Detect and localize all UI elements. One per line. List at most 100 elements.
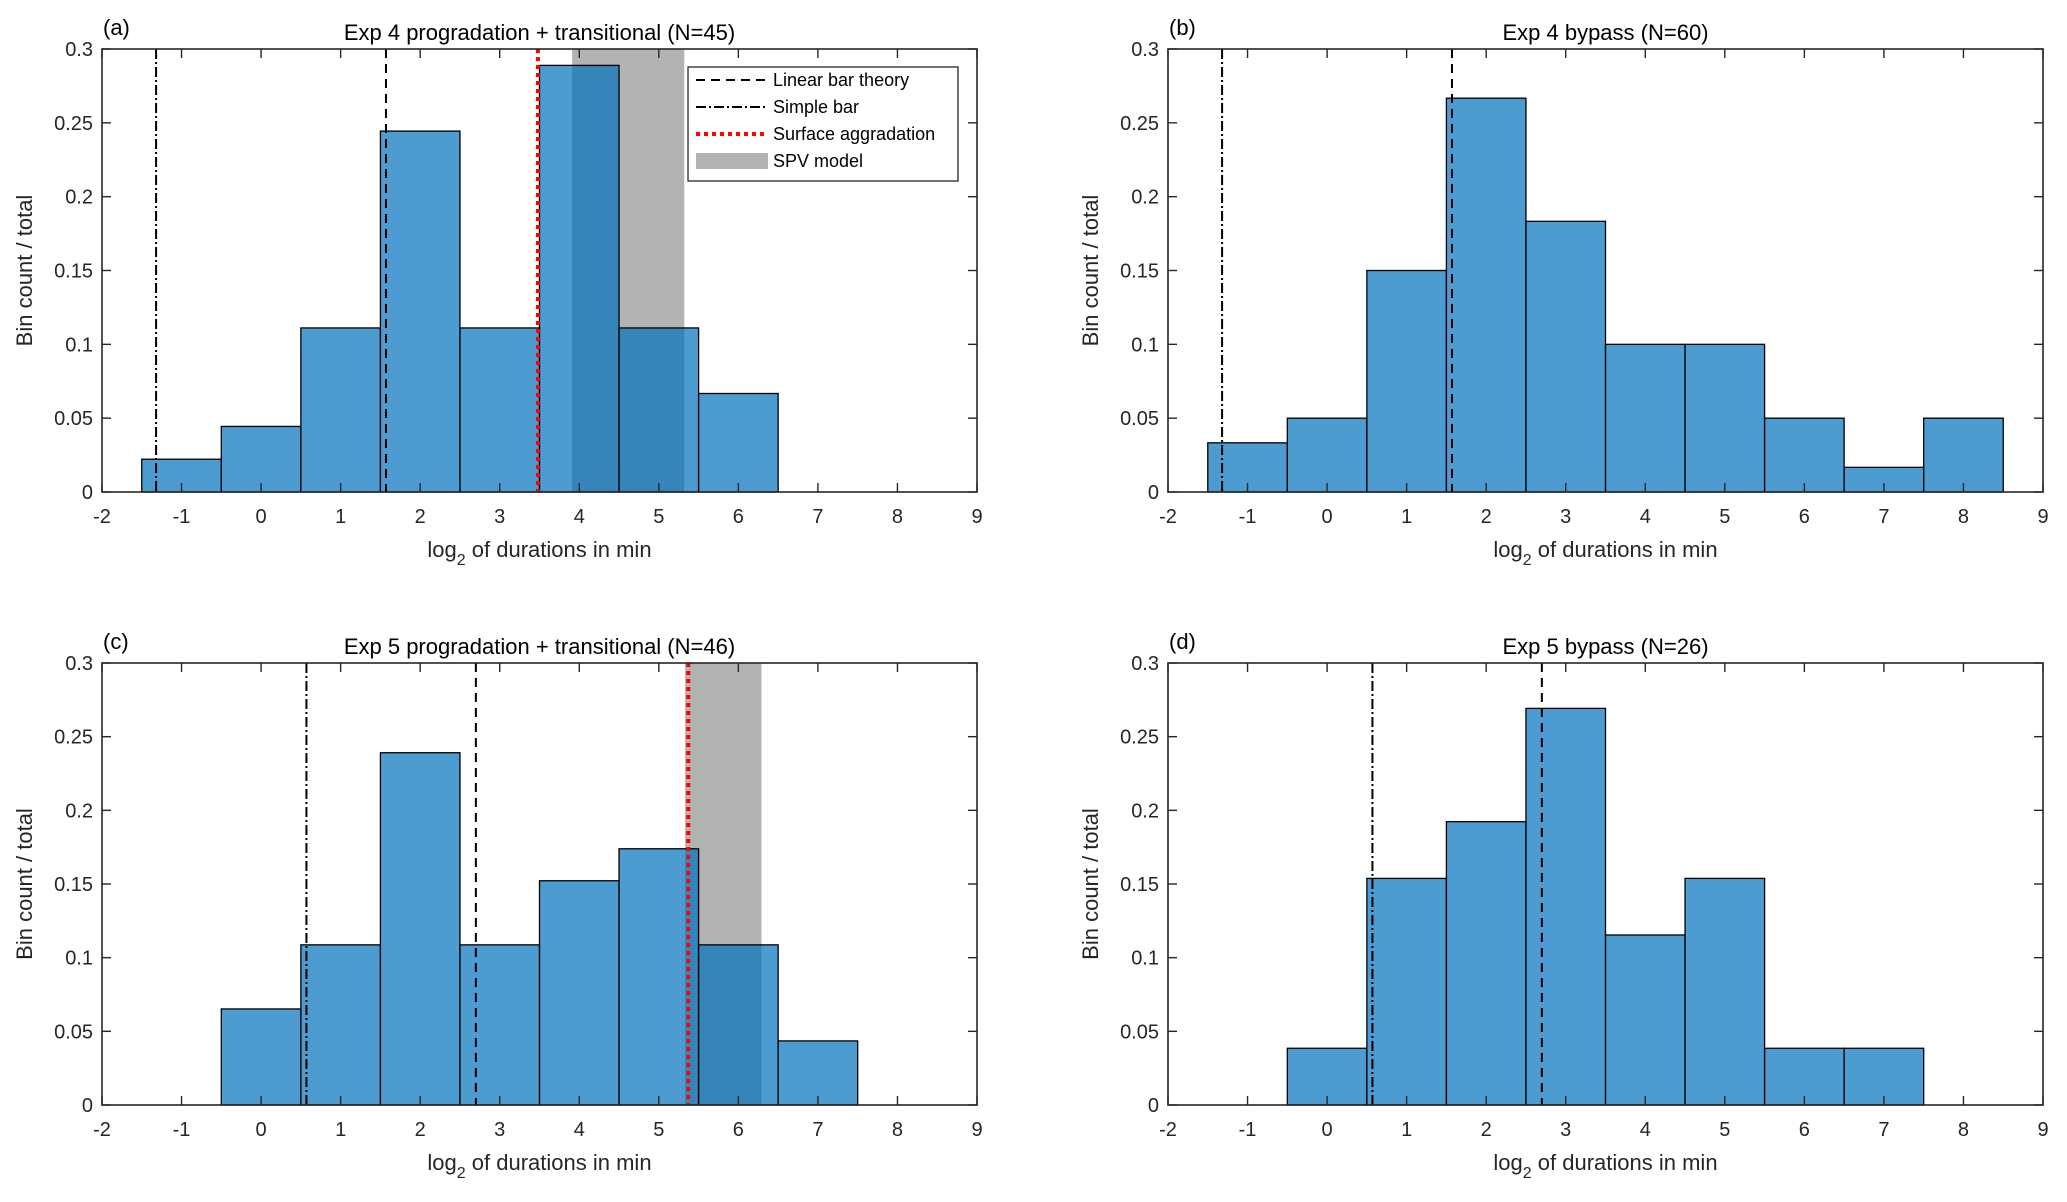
y-tick-label: 0.3 [1131,653,1159,675]
y-tick-label: 0.15 [1120,874,1159,896]
x-tick-label: -2 [93,1119,111,1141]
x-tick-label: 1 [335,1119,346,1141]
y-tick-label: 0 [1148,1095,1159,1117]
y-axis-label: Bin count / total [1078,195,1103,347]
histogram-bar [697,392,779,493]
histogram-bar [1604,343,1686,493]
x-tick-label: -1 [173,506,191,528]
x-axis-label-rest: of durations in min [466,1150,652,1175]
legend-entry-label: SPV model [773,151,863,171]
x-tick-label: 3 [1560,1119,1571,1141]
histogram-bar [538,880,620,1106]
x-tick-label: 2 [415,506,426,528]
legend-spv-model-swatch [696,153,768,169]
histogram-bar [1286,1047,1368,1106]
x-tick-label: 4 [574,1119,585,1141]
histogram-bar [697,944,779,1106]
panel-c: -2 -1 0 1 2 3 4 5 6 7 8 9 0 0.05 0.1 0.15 0.2 0.25 0.3 Bin … [12,629,983,1182]
chart-title: Exp 5 bypass (N=26) [1502,634,1708,659]
x-axis-label: log2 of durations in min [1493,1150,1717,1182]
histogram-bar [1445,821,1527,1106]
legend: Linear bar theory Simple bar Surface aggra… [687,66,959,182]
y-tick-label: 0.1 [1131,334,1159,356]
y-tick-label: 0.25 [1120,113,1159,135]
histogram-bar [300,327,382,493]
y-tick-label: 0.1 [65,948,93,970]
panel-label: (b) [1169,15,1196,40]
y-axis-label: Bin count / total [12,195,37,347]
y-tick-label: 0.05 [54,1021,93,1043]
y-tick-label: 0.15 [54,261,93,283]
y-tick-label: 0.2 [1131,187,1159,209]
y-tick-label: 0.2 [1131,800,1159,822]
x-tick-label: 2 [1481,1119,1492,1141]
x-tick-label: 1 [1401,1119,1412,1141]
x-tick-label: 9 [971,1119,982,1141]
x-tick-label: 8 [892,1119,903,1141]
chart-title: Exp 4 progradation + transitional (N=45) [344,20,735,45]
x-tick-label: 1 [1401,506,1412,528]
x-tick-label: -2 [1159,1119,1177,1141]
x-tick-label: 5 [653,506,664,528]
x-tick-label: 6 [733,1119,744,1141]
histogram-bar [459,327,541,493]
x-axis-label-subscript: 2 [1523,552,1532,569]
x-axis-label-log: log [427,1150,456,1175]
x-tick-label: 9 [2037,506,2048,528]
x-axis-label-subscript: 2 [457,1165,466,1182]
x-axis-label: log2 of durations in min [1493,537,1717,569]
histogram-bar [777,1040,859,1106]
x-tick-label: -1 [1239,1119,1257,1141]
y-tick-label: 0.15 [1120,261,1159,283]
y-tick-label: 0.25 [54,113,93,135]
y-tick-label: 0 [82,482,93,504]
chart-title: Exp 4 bypass (N=60) [1502,20,1708,45]
histogram-bar [1525,220,1607,493]
histogram-bar [1604,934,1686,1106]
histogram-bar [618,327,700,493]
histogram-bar [1684,877,1766,1106]
histogram-bar [300,944,382,1106]
y-tick-label: 0.3 [65,653,93,675]
x-tick-label: 0 [256,1119,267,1141]
x-tick-label: 6 [1799,506,1810,528]
legend-entry-label: Linear bar theory [773,70,909,90]
histogram-bar [1763,417,1845,493]
histogram-bar [1684,343,1766,493]
legend-entry-label: Surface aggradation [773,124,935,144]
x-tick-label: 4 [574,506,585,528]
x-tick-label: 2 [1481,506,1492,528]
y-tick-label: 0.05 [1120,1021,1159,1043]
x-axis-label: log2 of durations in min [427,537,651,569]
panel-label: (d) [1169,629,1196,654]
x-tick-label: 4 [1640,506,1651,528]
x-tick-label: 0 [1322,506,1333,528]
x-tick-label: 5 [1719,1119,1730,1141]
histogram-bar [1286,417,1368,493]
x-axis-label-rest: of durations in min [466,537,652,562]
x-tick-label: 3 [494,1119,505,1141]
x-tick-label: 4 [1640,1119,1651,1141]
x-axis-label: log2 of durations in min [427,1150,651,1182]
y-tick-label: 0.1 [65,334,93,356]
x-axis-label-rest: of durations in min [1532,1150,1718,1175]
x-tick-label: 7 [812,1119,823,1141]
histogram-bar [1763,1047,1845,1106]
x-tick-label: 6 [733,506,744,528]
panel-b: -2 -1 0 1 2 3 4 5 6 7 8 9 0 0.05 0.1 0.15 0.2 0.25 0.3 Bin … [1078,15,2049,569]
y-tick-label: 0.25 [1120,727,1159,749]
x-tick-label: 3 [1560,506,1571,528]
panel-label: (a) [103,15,130,40]
histogram-bar [459,944,541,1106]
x-axis-label-log: log [427,537,456,562]
x-axis-label-subscript: 2 [1523,1165,1532,1182]
histogram-bar [1525,707,1607,1106]
x-axis-label-rest: of durations in min [1532,537,1718,562]
x-tick-label: -2 [93,506,111,528]
chart-title: Exp 5 progradation + transitional (N=46) [344,634,735,659]
histogram-bar [1923,417,2004,493]
y-tick-label: 0.05 [1120,408,1159,430]
y-axis-label: Bin count / total [12,808,37,960]
x-tick-label: 1 [335,506,346,528]
